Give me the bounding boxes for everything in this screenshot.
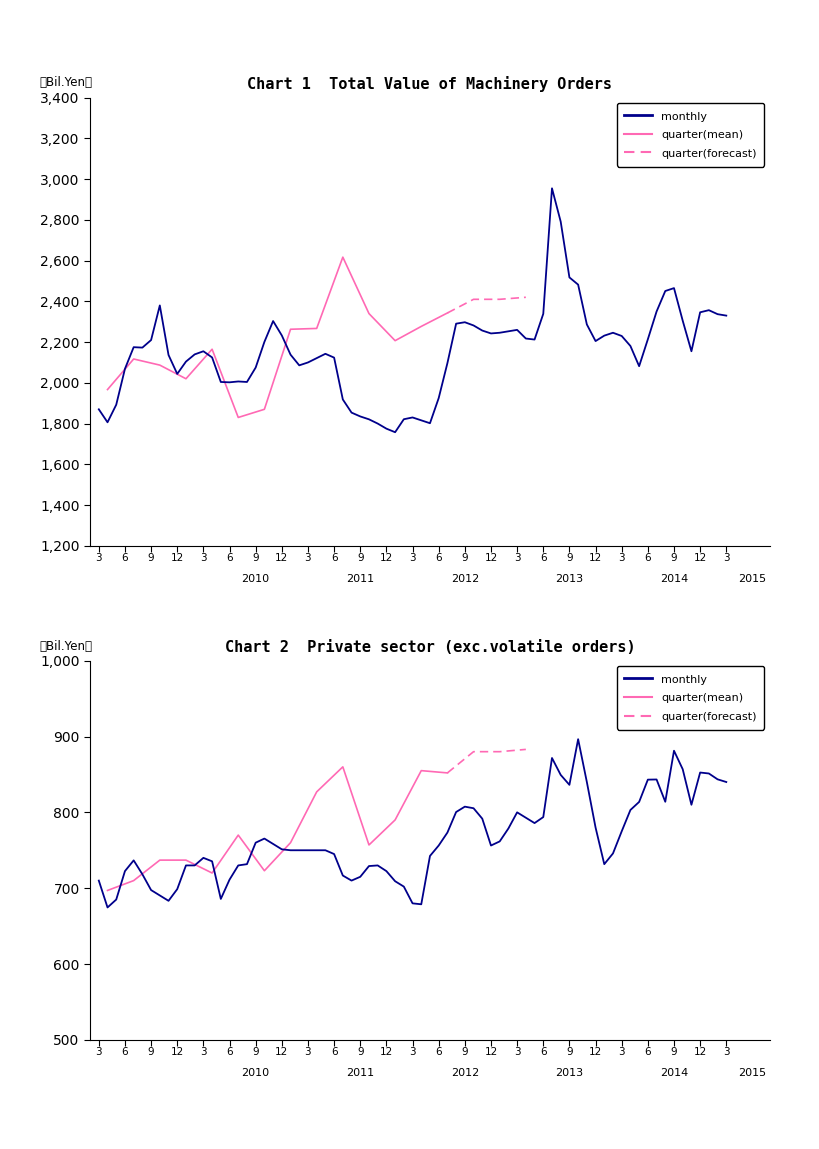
Text: 2010: 2010 <box>242 1067 269 1078</box>
Text: 2011: 2011 <box>346 1067 374 1078</box>
Title: Chart 2  Private sector (exc.volatile orders): Chart 2 Private sector (exc.volatile ord… <box>224 640 636 655</box>
Text: 2010: 2010 <box>242 573 269 584</box>
Text: 2013: 2013 <box>555 1067 583 1078</box>
Title: Chart 1  Total Value of Machinery Orders: Chart 1 Total Value of Machinery Orders <box>247 76 613 92</box>
Text: 2012: 2012 <box>450 573 479 584</box>
Text: 2015: 2015 <box>739 573 767 584</box>
Legend: monthly, quarter(mean), quarter(forecast): monthly, quarter(mean), quarter(forecast… <box>617 103 764 167</box>
Text: 2011: 2011 <box>346 573 374 584</box>
Text: （Bil.Yen）: （Bil.Yen） <box>39 640 92 653</box>
Text: 2014: 2014 <box>660 1067 688 1078</box>
Text: 2012: 2012 <box>450 1067 479 1078</box>
Text: 2013: 2013 <box>555 573 583 584</box>
Legend: monthly, quarter(mean), quarter(forecast): monthly, quarter(mean), quarter(forecast… <box>617 666 764 730</box>
Text: 2014: 2014 <box>660 573 688 584</box>
Text: 2015: 2015 <box>739 1067 767 1078</box>
Text: （Bil.Yen）: （Bil.Yen） <box>39 76 92 88</box>
